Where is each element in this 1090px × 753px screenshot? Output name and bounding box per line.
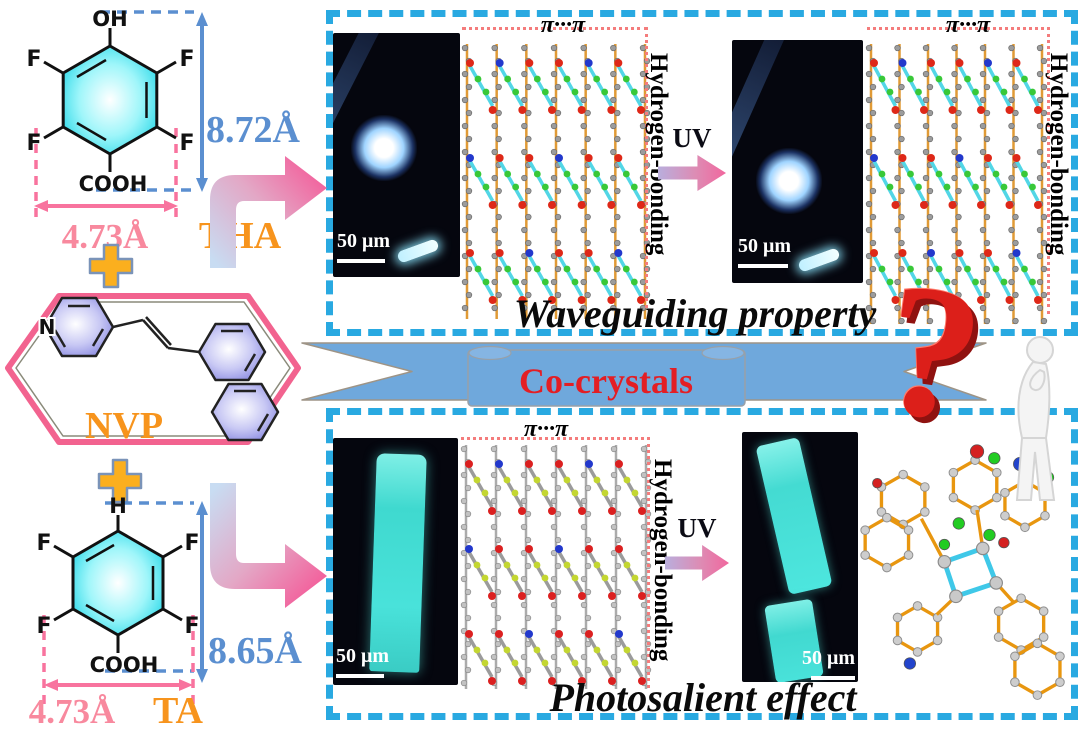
height-value: 8.72Å bbox=[206, 109, 301, 151]
arrowhead bbox=[196, 669, 208, 683]
uv-label: UV bbox=[672, 123, 712, 153]
scale-bar-label: 50 μm bbox=[738, 235, 791, 257]
benzene-ring bbox=[53, 515, 183, 653]
tha-structure: OH F F F F COOH 8.72Å 4.73Å THA bbox=[26, 7, 301, 257]
f-label: F bbox=[179, 131, 194, 156]
scale-bar-label: 50 μm bbox=[336, 645, 389, 667]
right-arrow-icon bbox=[665, 545, 729, 581]
crystal-packing-diagram-1 bbox=[461, 44, 651, 319]
waveguiding-title: Waveguiding property bbox=[513, 291, 877, 336]
f-label: F bbox=[179, 47, 194, 72]
scale-bar bbox=[811, 676, 855, 680]
width-measure bbox=[34, 128, 178, 222]
scale-bar bbox=[738, 264, 788, 268]
vinyl-bridge bbox=[112, 316, 200, 354]
f-label: F bbox=[184, 531, 199, 556]
curved-arrow-to-waveguiding bbox=[210, 156, 327, 268]
pi-pi-label: π···π bbox=[540, 12, 586, 38]
height-measure bbox=[105, 501, 204, 673]
width-measure bbox=[42, 615, 195, 711]
arrowhead bbox=[196, 178, 208, 192]
figure-head bbox=[1026, 336, 1054, 364]
f-label: F bbox=[26, 47, 41, 72]
emission-spot bbox=[756, 148, 822, 214]
curved-arrow-to-photosalient bbox=[210, 483, 327, 608]
nvp-name: NVP bbox=[85, 405, 163, 447]
hydrogen-bonding-label: Hydrogen-bonding bbox=[1045, 53, 1072, 256]
height-value: 8.65Å bbox=[208, 630, 303, 672]
oh-label: OH bbox=[92, 7, 127, 31]
arrowhead bbox=[164, 200, 178, 212]
pink-hexagon-frame bbox=[5, 293, 301, 445]
uv-irradiation-arrow: UV bbox=[658, 125, 726, 191]
uv-label: UV bbox=[677, 513, 717, 543]
f-label: F bbox=[26, 131, 41, 156]
emission-spot bbox=[351, 115, 417, 181]
ribbon-scroll bbox=[467, 349, 746, 407]
figure-arm bbox=[1029, 368, 1046, 392]
fluorescence-micrograph-1: 50 μm bbox=[333, 33, 460, 277]
photodimer-molecule bbox=[860, 444, 1065, 700]
pi-stacking-bracket bbox=[462, 27, 648, 308]
scale-bar-label: 50 μm bbox=[802, 647, 855, 669]
arrowhead bbox=[34, 200, 48, 212]
uv-irradiation-arrow: UV bbox=[665, 515, 729, 581]
cyan-crystal-fragment-1 bbox=[755, 436, 833, 596]
crystal-micrograph-after: 50 μm bbox=[742, 432, 858, 682]
arrowhead bbox=[196, 501, 208, 515]
cooh-label: COOH bbox=[90, 653, 159, 677]
cooh-label: COOH bbox=[79, 172, 148, 196]
cocrystals-label: Co-crystals bbox=[519, 361, 693, 401]
scale-bar-label: 50 μm bbox=[337, 230, 390, 252]
scroll-curl-right bbox=[701, 345, 745, 361]
cocrystals-banner: Co-crystals bbox=[301, 342, 987, 407]
photosalient-panel: 50 μm π···π Hydrogen-bonding UV 50 μm Ph… bbox=[326, 408, 1078, 720]
pi-pi-label: π···π bbox=[523, 416, 569, 442]
pi-stacking-bracket bbox=[867, 27, 1050, 314]
tip-emission bbox=[396, 238, 440, 264]
crystal-packing-diagram-2 bbox=[865, 44, 1048, 325]
ta-name: TA bbox=[153, 690, 204, 732]
waveguiding-panel: 50 μm π···π Hydrogen-bonding UV 50 μm π·… bbox=[326, 10, 1078, 336]
f-label: F bbox=[184, 614, 199, 639]
arrowhead bbox=[44, 679, 58, 691]
scale-bar bbox=[336, 674, 384, 678]
crystal-packing-diagram-3 bbox=[460, 445, 652, 689]
n-label: N bbox=[39, 315, 56, 339]
naphthalene-rings bbox=[197, 322, 280, 442]
crystal-micrograph-before: 50 μm bbox=[333, 438, 458, 685]
fluorescence-micrograph-2: 50 μm bbox=[732, 40, 863, 283]
hydrogen-bonding-label: Hydrogen-bonding bbox=[645, 53, 672, 256]
h-label: H bbox=[109, 495, 127, 518]
scroll-curl-left bbox=[468, 345, 512, 361]
arrowhead bbox=[179, 679, 193, 691]
tip-emission bbox=[797, 247, 841, 273]
photosalient-title: Photosalient effect bbox=[549, 675, 857, 720]
height-measure bbox=[96, 10, 204, 192]
thinking-person-figure bbox=[1015, 336, 1056, 501]
cyan-plate-crystal bbox=[369, 453, 427, 673]
figure-legs bbox=[1015, 437, 1056, 501]
f-label: F bbox=[36, 531, 51, 556]
right-arrow-icon bbox=[658, 155, 726, 191]
pi-stacking-bracket bbox=[461, 437, 650, 688]
width-value: 4.73Å bbox=[29, 692, 116, 731]
ta-structure: H F F F F COOH 8.65Å 4.73Å TA bbox=[29, 495, 303, 732]
pyridine-ring bbox=[43, 296, 115, 358]
f-label: F bbox=[36, 614, 51, 639]
pi-pi-label: π···π bbox=[945, 12, 991, 38]
plus-icon bbox=[88, 243, 134, 289]
arrowhead bbox=[196, 12, 208, 26]
benzene-ring bbox=[43, 28, 177, 172]
cyan-crystal-fragment-2 bbox=[764, 598, 824, 682]
nvp-structure: N NVP bbox=[5, 293, 301, 447]
scale-bar bbox=[337, 259, 385, 263]
